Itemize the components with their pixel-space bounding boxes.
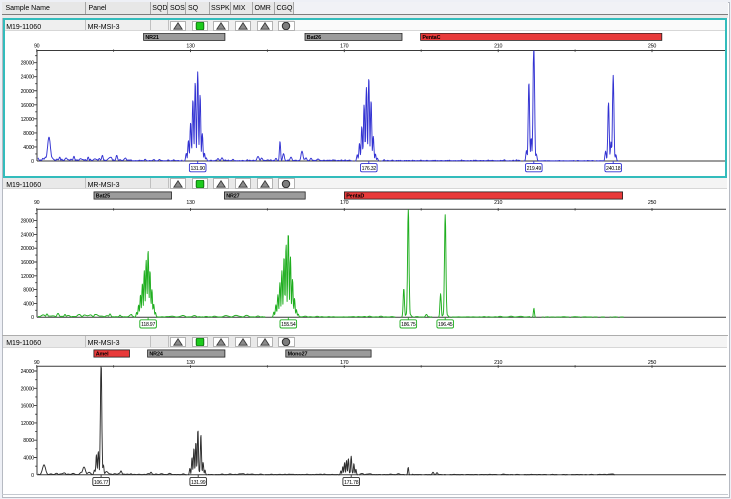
svg-text:12000: 12000: [21, 274, 35, 280]
svg-text:250: 250: [648, 43, 656, 49]
svg-text:Mono27: Mono27: [288, 352, 308, 358]
svg-text:170: 170: [340, 43, 348, 49]
svg-text:90: 90: [34, 360, 40, 366]
svg-text:NR24: NR24: [149, 352, 162, 358]
svg-text:170: 170: [340, 360, 348, 366]
svg-text:PentaC: PentaC: [422, 35, 440, 41]
svg-text:Bat26: Bat26: [307, 35, 321, 41]
svg-text:24000: 24000: [21, 74, 35, 80]
svg-text:24000: 24000: [21, 233, 35, 239]
svg-text:170: 170: [340, 200, 348, 206]
svg-text:0: 0: [31, 473, 34, 479]
svg-text:219.49: 219.49: [527, 166, 542, 172]
svg-text:90: 90: [34, 200, 40, 206]
svg-text:130: 130: [186, 200, 194, 206]
svg-text:4000: 4000: [23, 456, 34, 462]
svg-text:90: 90: [34, 43, 40, 49]
svg-text:20000: 20000: [21, 88, 35, 94]
svg-text:12000: 12000: [21, 421, 35, 427]
svg-text:171.78: 171.78: [344, 480, 359, 486]
svg-text:130: 130: [186, 360, 194, 366]
svg-text:118.97: 118.97: [141, 322, 155, 328]
svg-text:8000: 8000: [23, 130, 34, 136]
svg-text:20000: 20000: [21, 386, 35, 392]
svg-text:8000: 8000: [23, 288, 34, 294]
svg-text:0: 0: [31, 315, 34, 321]
svg-text:155.54: 155.54: [281, 322, 296, 328]
svg-text:130: 130: [186, 43, 194, 49]
svg-text:16000: 16000: [21, 260, 35, 266]
svg-text:12000: 12000: [21, 116, 35, 122]
svg-text:250: 250: [648, 360, 656, 366]
svg-text:176.32: 176.32: [362, 166, 377, 172]
svg-text:186.75: 186.75: [401, 322, 416, 328]
svg-text:4000: 4000: [23, 144, 34, 150]
svg-text:20000: 20000: [21, 246, 35, 252]
svg-text:PentaD: PentaD: [346, 194, 364, 200]
svg-text:16000: 16000: [21, 404, 35, 410]
svg-text:0: 0: [31, 159, 34, 165]
svg-text:28000: 28000: [21, 219, 35, 225]
svg-text:210: 210: [494, 360, 502, 366]
svg-text:NR21: NR21: [145, 35, 158, 41]
svg-text:16000: 16000: [21, 102, 35, 108]
svg-text:210: 210: [494, 200, 502, 206]
svg-text:4000: 4000: [23, 302, 34, 308]
svg-text:NR27: NR27: [226, 194, 239, 200]
svg-text:250: 250: [648, 200, 656, 206]
svg-text:131.99: 131.99: [191, 480, 206, 486]
svg-text:Bat25: Bat25: [96, 194, 110, 200]
svg-text:Amel: Amel: [96, 352, 109, 358]
svg-text:106.77: 106.77: [94, 480, 109, 486]
svg-text:28000: 28000: [21, 60, 35, 66]
svg-text:240.18: 240.18: [606, 166, 621, 172]
svg-text:8000: 8000: [23, 438, 34, 444]
svg-text:210: 210: [494, 43, 502, 49]
svg-text:196.45: 196.45: [438, 322, 453, 328]
svg-text:131.90: 131.90: [191, 166, 206, 172]
svg-text:24000: 24000: [21, 369, 35, 375]
